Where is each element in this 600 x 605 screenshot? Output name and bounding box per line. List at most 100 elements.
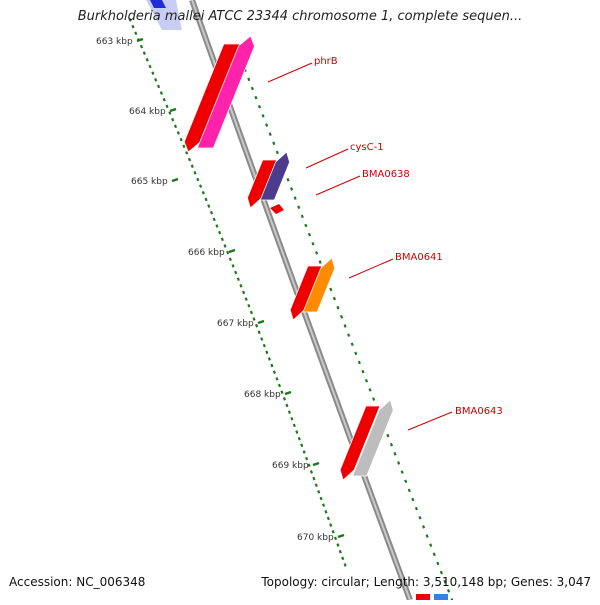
feature-track-dots	[236, 50, 454, 602]
feature-track-dot	[404, 479, 408, 484]
feature-track-dot	[372, 397, 376, 401]
feature-track-dot	[429, 543, 433, 547]
ruler-dot	[128, 18, 132, 22]
gene-label: BMA0638	[362, 169, 410, 180]
ruler-dot	[236, 277, 240, 281]
ruler-major-tick	[257, 319, 265, 325]
gene-feature-reverse	[183, 43, 241, 153]
ruler-dot	[226, 250, 230, 255]
ruler-dot	[265, 350, 269, 355]
ruler-dot	[228, 257, 232, 262]
ruler-dot	[199, 184, 203, 188]
ruler-major-tick	[284, 390, 292, 396]
ruler-dot	[154, 77, 158, 82]
feature-track-dot	[265, 123, 269, 127]
ruler-labels: 663 kbp 664 kbp 665 kbp 666 kbp 667 kbp 668 k…	[96, 37, 345, 543]
gene-label: cysC-1	[350, 142, 384, 153]
gene-feature-reverse	[246, 159, 278, 209]
ruler-dot	[302, 450, 306, 454]
gene-feature-reverse	[339, 405, 381, 481]
feature-track-dot	[354, 351, 358, 356]
ruler-dot	[193, 171, 197, 175]
ruler-dot	[247, 303, 251, 308]
ruler-dot	[171, 117, 175, 122]
ruler-dot	[159, 91, 163, 95]
gene-labels: phrB cysC-1 BMA0638 BMA0641 BMA0643	[314, 56, 503, 417]
ruler-label: 667 kbp	[217, 319, 254, 329]
feature-track-dot	[318, 260, 322, 264]
ruler-dot	[252, 317, 256, 321]
feature-track-dot	[357, 360, 361, 365]
ruler-dot	[287, 410, 291, 414]
feature-track-dot	[422, 525, 426, 529]
feature-track-dot	[329, 287, 333, 292]
gene-feature-BMA0643	[352, 399, 394, 477]
gene-label-leader	[305, 148, 349, 169]
feature-track-dot	[247, 77, 251, 82]
ruler-label: 664 kbp	[129, 107, 166, 117]
ruler-dot	[267, 357, 271, 361]
feature-track-dot	[300, 214, 304, 219]
ruler-dot	[338, 549, 342, 554]
ruler-dot	[262, 343, 266, 348]
feature-track-dot	[257, 104, 262, 109]
feature-track-dot	[400, 470, 404, 474]
ruler-dot	[270, 363, 274, 368]
gene-label-leader	[348, 258, 394, 279]
gene-feature-phrB	[196, 35, 256, 149]
feature-track-dot	[407, 488, 411, 493]
ruler-major-tick	[337, 533, 345, 539]
feature-track-dot	[389, 442, 394, 447]
ruler-dot	[212, 217, 216, 222]
ruler-dot	[314, 483, 318, 487]
gene-feature-small	[270, 204, 284, 214]
feature-track-dot	[332, 296, 336, 301]
ruler-dot	[307, 463, 311, 468]
ruler-dot	[148, 64, 152, 69]
feature-track-dot	[443, 579, 447, 584]
ruler-dot	[215, 224, 219, 228]
ruler-dot	[179, 137, 183, 142]
ruler-dot	[204, 197, 208, 202]
ruler-major-tick	[312, 461, 320, 467]
ruler-major-tick	[171, 177, 179, 183]
accession-text: Accession: NC_006348	[9, 575, 146, 589]
gene-feature-cysC-1	[259, 151, 291, 201]
ruler-dot	[157, 84, 161, 89]
ruler-dot	[131, 24, 135, 29]
ruler-label: 670 kbp	[297, 533, 334, 543]
ruler-dots	[128, 18, 347, 567]
ruler-dot	[329, 523, 333, 527]
ruler-dot	[331, 529, 335, 534]
feature-track-dot	[350, 342, 354, 347]
ruler-dot	[190, 164, 194, 168]
ruler-dot	[295, 430, 299, 434]
feature-track-dot	[386, 433, 390, 438]
ruler-dot	[333, 536, 338, 541]
ruler-dot	[162, 97, 166, 102]
ruler-dot	[142, 51, 146, 55]
feature-track-dot	[414, 506, 418, 511]
ruler-dot	[285, 403, 289, 408]
feature-track-dot	[268, 132, 272, 136]
feature-track-dot	[272, 141, 276, 146]
ruler-dot	[282, 397, 286, 401]
ruler-dot	[343, 563, 347, 567]
ruler-dot	[231, 264, 235, 268]
bottom-partial-feature	[416, 594, 430, 600]
gene-feature-BMA0641	[302, 257, 336, 313]
ruler-dot	[255, 323, 259, 328]
ruler-dot	[300, 443, 304, 448]
ruler-dot	[173, 124, 178, 129]
ruler-dot	[249, 310, 253, 315]
ruler-dot	[187, 157, 192, 162]
ruler-dot	[312, 476, 316, 481]
feature-track-dot	[339, 315, 344, 319]
gene-features	[183, 35, 394, 481]
ruler-dot	[275, 377, 279, 381]
ruler-dot	[145, 58, 149, 62]
ruler-dot	[201, 190, 205, 195]
ruler-dot	[165, 104, 169, 109]
ruler-dot	[305, 456, 309, 461]
